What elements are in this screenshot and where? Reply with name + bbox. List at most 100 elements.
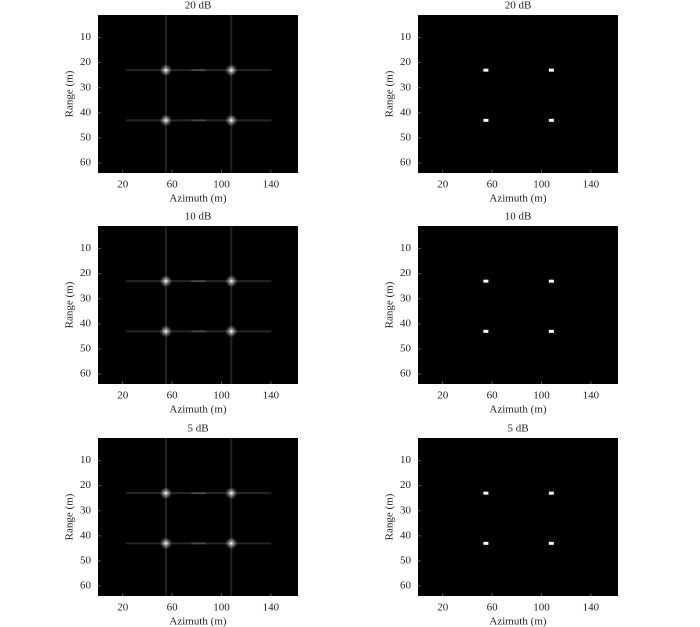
panel-title: 20 dB [185, 0, 212, 12]
panel-title: 20 dB [505, 0, 532, 12]
x-axis-label: Azimuth (m) [489, 193, 546, 205]
target [483, 118, 489, 122]
y-tick-label: 60 [80, 156, 92, 168]
y-tick-label: 10 [400, 242, 412, 254]
y-axis-label: Range (m) [64, 70, 76, 117]
target [548, 491, 554, 495]
target [159, 64, 172, 77]
target [225, 325, 238, 338]
x-tick-label: 100 [213, 390, 230, 402]
x-tick-label: 20 [437, 602, 449, 614]
target [548, 541, 554, 545]
x-axis-label: Azimuth (m) [489, 404, 546, 416]
image-background [418, 438, 618, 596]
target [159, 114, 172, 127]
y-tick-label: 60 [80, 579, 92, 591]
x-tick-label: 140 [263, 179, 280, 191]
image-background [418, 226, 618, 384]
target [548, 68, 554, 72]
x-axis-label: Azimuth (m) [489, 616, 546, 627]
x-tick-label: 100 [213, 179, 230, 191]
y-tick-label: 10 [80, 454, 92, 466]
y-tick-label: 30 [400, 292, 412, 304]
x-tick-label: 60 [167, 390, 179, 402]
x-axis-label: Azimuth (m) [169, 193, 226, 205]
x-tick-label: 60 [487, 602, 499, 614]
y-tick-label: 40 [80, 529, 92, 541]
y-axis-label: Range (m) [64, 493, 76, 540]
target [483, 68, 489, 72]
image-background [98, 226, 298, 384]
y-tick-label: 20 [80, 267, 92, 279]
panel: 20 60 100 140 10 20 30 40 50 60 5 dB Azimuth (m) Ran… [64, 423, 298, 627]
y-tick-label: 40 [400, 317, 412, 329]
x-tick-label: 140 [583, 602, 600, 614]
y-tick-label: 50 [400, 131, 412, 143]
target [483, 329, 489, 333]
x-tick-label: 60 [167, 602, 179, 614]
target [548, 118, 554, 122]
target [225, 487, 238, 500]
target [225, 64, 238, 77]
x-tick-label: 140 [583, 390, 600, 402]
x-tick-label: 100 [213, 602, 230, 614]
y-tick-label: 30 [400, 504, 412, 516]
image-background [98, 15, 298, 173]
y-tick-label: 50 [80, 342, 92, 354]
target [159, 537, 172, 550]
target [483, 279, 489, 283]
x-tick-label: 20 [117, 602, 129, 614]
x-tick-label: 60 [167, 179, 179, 191]
x-tick-label: 20 [117, 390, 129, 402]
target [483, 541, 489, 545]
x-tick-label: 100 [533, 390, 550, 402]
y-tick-label: 50 [400, 554, 412, 566]
panel-title: 10 dB [185, 211, 212, 223]
panel: 20 60 100 140 10 20 30 40 50 60 10 dB Azimuth (m) Ra… [384, 211, 618, 416]
panel: 20 60 100 140 10 20 30 40 50 60 10 dB Azimuth (m) Ra… [64, 211, 298, 416]
y-tick-label: 60 [400, 367, 412, 379]
x-tick-label: 20 [117, 179, 129, 191]
y-tick-label: 20 [400, 267, 412, 279]
target [159, 325, 172, 338]
y-tick-label: 30 [80, 81, 92, 93]
x-tick-label: 140 [583, 179, 600, 191]
x-tick-label: 60 [487, 179, 499, 191]
image-background [98, 438, 298, 596]
y-tick-label: 20 [80, 56, 92, 68]
y-tick-label: 40 [80, 106, 92, 118]
target [225, 537, 238, 550]
y-tick-label: 20 [400, 56, 412, 68]
y-tick-label: 20 [80, 479, 92, 491]
y-tick-label: 30 [80, 292, 92, 304]
y-tick-label: 10 [400, 454, 412, 466]
panel: 20 60 100 140 10 20 30 40 50 60 5 dB Azimuth (m) Ran… [384, 423, 618, 627]
y-tick-label: 10 [400, 31, 412, 43]
x-tick-label: 20 [437, 390, 449, 402]
panel: 20 60 100 140 10 20 30 40 50 60 20 dB Azimuth (m) Ra… [384, 0, 618, 205]
target [483, 491, 489, 495]
target [225, 275, 238, 288]
y-tick-label: 40 [80, 317, 92, 329]
y-tick-label: 60 [80, 367, 92, 379]
panel: 20 60 100 140 10 20 30 40 50 60 20 dB Azimuth (m) Ra… [64, 0, 298, 205]
y-tick-label: 60 [400, 156, 412, 168]
y-tick-label: 20 [400, 479, 412, 491]
y-axis-label: Range (m) [384, 493, 396, 540]
target [159, 487, 172, 500]
x-axis-label: Azimuth (m) [169, 616, 226, 627]
target [159, 275, 172, 288]
y-axis-label: Range (m) [64, 281, 76, 328]
y-tick-label: 50 [400, 342, 412, 354]
y-tick-label: 60 [400, 579, 412, 591]
target [225, 114, 238, 127]
y-tick-label: 50 [80, 131, 92, 143]
y-tick-label: 10 [80, 31, 92, 43]
target [548, 279, 554, 283]
panel-title: 5 dB [187, 423, 208, 435]
y-axis-label: Range (m) [384, 70, 396, 117]
x-tick-label: 100 [533, 179, 550, 191]
y-tick-label: 10 [80, 242, 92, 254]
y-axis-label: Range (m) [384, 281, 396, 328]
